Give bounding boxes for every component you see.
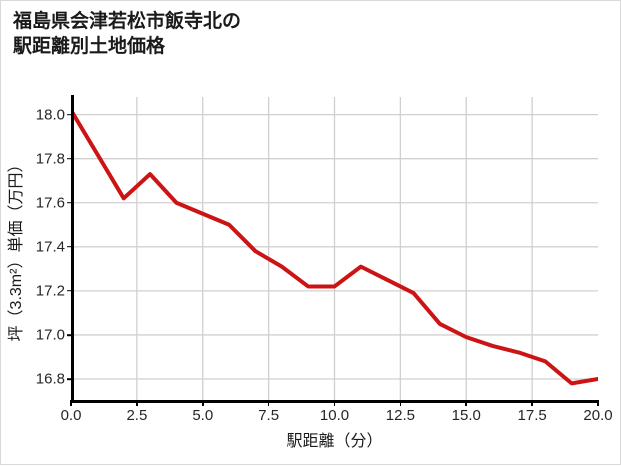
y-axis-tick-label: 17.2 [35,282,65,300]
x-axis-tick-mark [597,401,599,406]
x-axis-tick-mark [70,401,72,406]
y-axis-tick-label: 17.6 [35,194,65,212]
y-axis-tick-mark [67,378,72,380]
y-axis-tick-labels: 16.8 17.0 17.2 17.4 17.6 17.8 18.0 [1,1,65,466]
x-axis-tick-label: 15.0 [451,407,481,424]
y-axis-tick-label: 17.0 [35,326,65,344]
x-axis-tick-label: 7.5 [258,407,280,424]
x-axis-tick-mark [267,401,270,406]
x-axis-tick-label: 5.0 [192,407,214,424]
x-axis-tick-mark [531,401,533,406]
x-axis-tick-label: 17.5 [517,407,547,424]
y-axis-tick-mark [67,201,72,204]
y-axis-tick-label: 17.4 [35,238,65,256]
x-axis-tick-mark [399,401,402,406]
y-axis-tick-mark [67,157,72,160]
y-axis-tick-mark [67,290,72,292]
x-axis-tick-label: 12.5 [385,407,415,424]
y-axis-tick-mark [67,334,72,336]
data-series-line [71,108,598,386]
page-title: 福島県会津若松市飯寺北の 駅距離別土地価格 [13,11,242,58]
x-axis-label: 駅距離（分） [286,433,383,450]
y-axis-tick-mark [67,246,72,248]
x-axis-tick-mark [136,401,138,406]
y-axis-tick-mark [67,113,72,116]
y-axis-tick-label: 16.8 [35,370,65,388]
grid-lines [71,97,598,401]
x-axis-tick-mark [465,401,468,406]
x-axis-tick-mark [201,401,204,406]
x-axis-tick-label: 20.0 [583,407,613,424]
plot-area [71,97,598,401]
x-axis-tick-label: 0.0 [60,407,82,424]
y-axis-tick-label: 18.0 [35,106,65,124]
y-axis-tick-label: 17.8 [35,150,65,168]
series-line-path [71,108,598,386]
y-axis-spine [71,95,74,403]
x-axis-tick-mark [333,401,336,406]
x-axis-tick-label: 2.5 [126,407,148,424]
x-axis-tick-label: 10.0 [319,407,350,424]
